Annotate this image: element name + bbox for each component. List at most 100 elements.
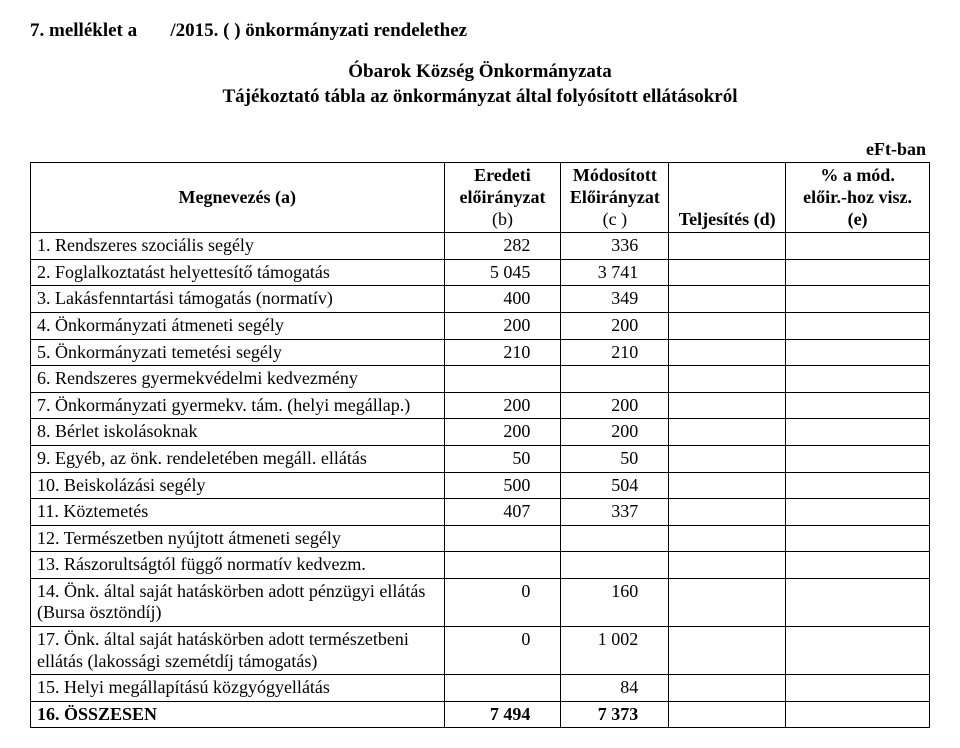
row-e [786, 627, 930, 675]
row-e [786, 419, 930, 446]
row-d [669, 312, 786, 339]
pre-text: 7. melléklet a [30, 20, 137, 41]
row-label: 1. Rendszeres szociális segély [31, 233, 445, 260]
table-row: 5. Önkormányzati temetési segély210210 [31, 339, 930, 366]
col-e-text2: előir.-hoz visz. (e) [792, 187, 923, 230]
mid-text: /2015. ( ) önkormányzati rendelethez [170, 20, 467, 41]
row-e [786, 312, 930, 339]
table-row: 4. Önkormányzati átmeneti segély200200 [31, 312, 930, 339]
row-b: 0 [444, 578, 561, 626]
col-a-text: Megnevezés (a) [179, 187, 296, 207]
row-e [786, 286, 930, 313]
table-row: 7. Önkormányzati gyermekv. tám. (helyi m… [31, 392, 930, 419]
row-c: 200 [561, 392, 669, 419]
row-label: 2. Foglalkoztatást helyettesítő támogatá… [31, 259, 445, 286]
col-c-text1: Módosított [573, 165, 657, 185]
row-c: 50 [561, 445, 669, 472]
row-e [786, 552, 930, 579]
row-b [444, 366, 561, 393]
row-d [669, 339, 786, 366]
row-label: 12. Természetben nyújtott átmeneti segél… [31, 525, 445, 552]
row-c: 3 741 [561, 259, 669, 286]
row-b: 200 [444, 419, 561, 446]
col-b-text2: (b) [451, 209, 555, 231]
row-label: 5. Önkormányzati temetési segély [31, 339, 445, 366]
table-row: 17. Önk. által saját hatáskörben adott t… [31, 627, 930, 675]
row-label: 6. Rendszeres gyermekvédelmi kedvezmény [31, 366, 445, 393]
table-row: 2. Foglalkoztatást helyettesítő támogatá… [31, 259, 930, 286]
table-row: 1. Rendszeres szociális segély282336 [31, 233, 930, 260]
row-b: 50 [444, 445, 561, 472]
row-label: 13. Rászorultságtól függő normatív kedve… [31, 552, 445, 579]
row-b: 400 [444, 286, 561, 313]
row-b: 282 [444, 233, 561, 260]
table-row: 15. Helyi megállapítású közgyógyellátás 8… [31, 675, 930, 702]
total-row: 16. ÖSSZESEN7 4947 373 [31, 701, 930, 728]
table-row: 9. Egyéb, az önk. rendeletében megáll. e… [31, 445, 930, 472]
row-label: 7. Önkormányzati gyermekv. tám. (helyi m… [31, 392, 445, 419]
table-row: 8. Bérlet iskolásoknak200200 [31, 419, 930, 446]
row-d [669, 286, 786, 313]
col-e-header: % a mód. előir.-hoz visz. (e) [786, 163, 930, 233]
row-c: 200 [561, 312, 669, 339]
row-e [786, 499, 930, 526]
row-b: 5 045 [444, 259, 561, 286]
col-b-text1: Eredeti előirányzat [459, 165, 545, 207]
row-d [669, 578, 786, 626]
table-row: 13. Rászorultságtól függő normatív kedve… [31, 552, 930, 579]
row-label: 14. Önk. által saját hatáskörben adott p… [31, 578, 445, 626]
row-d [669, 472, 786, 499]
total-e [786, 701, 930, 728]
total-c: 7 373 [561, 701, 669, 728]
row-d [669, 392, 786, 419]
title-block: Óbarok Község Önkormányzata Tájékoztató … [30, 60, 930, 109]
row-label: 17. Önk. által saját hatáskörben adott t… [31, 627, 445, 675]
row-e [786, 392, 930, 419]
row-c: 84 [561, 675, 669, 702]
row-d [669, 525, 786, 552]
data-table: Megnevezés (a) Eredeti előirányzat (b) M… [30, 162, 930, 728]
total-d [669, 701, 786, 728]
row-label: 9. Egyéb, az önk. rendeletében megáll. e… [31, 445, 445, 472]
row-b: 500 [444, 472, 561, 499]
row-d [669, 366, 786, 393]
row-d [669, 233, 786, 260]
row-d [669, 419, 786, 446]
total-b: 7 494 [444, 701, 561, 728]
header-row: Megnevezés (a) Eredeti előirányzat (b) M… [31, 163, 930, 233]
row-b [444, 552, 561, 579]
row-e [786, 366, 930, 393]
row-c [561, 525, 669, 552]
row-b: 407 [444, 499, 561, 526]
row-e [786, 233, 930, 260]
col-c-text2: Előirányzat [567, 187, 662, 209]
row-d [669, 675, 786, 702]
row-e [786, 339, 930, 366]
table-row: 12. Természetben nyújtott átmeneti segél… [31, 525, 930, 552]
col-d-header: Teljesítés (d) [669, 163, 786, 233]
col-a-header: Megnevezés (a) [31, 163, 445, 233]
total-label: 16. ÖSSZESEN [31, 701, 445, 728]
table-row: 14. Önk. által saját hatáskörben adott p… [31, 578, 930, 626]
row-c: 336 [561, 233, 669, 260]
attachment-line: 7. melléklet a /2015. ( ) önkormányzati … [30, 20, 930, 42]
col-e-text1: % a mód. [820, 165, 895, 185]
table-row: 11. Köztemetés407337 [31, 499, 930, 526]
row-d [669, 499, 786, 526]
row-b: 200 [444, 392, 561, 419]
row-e [786, 445, 930, 472]
unit-label: eFt-ban [30, 139, 930, 160]
row-label: 8. Bérlet iskolásoknak [31, 419, 445, 446]
row-c [561, 552, 669, 579]
row-label: 15. Helyi megállapítású közgyógyellátás [31, 675, 445, 702]
row-e [786, 525, 930, 552]
row-c: 337 [561, 499, 669, 526]
row-label: 4. Önkormányzati átmeneti segély [31, 312, 445, 339]
row-label: 10. Beiskolázási segély [31, 472, 445, 499]
row-d [669, 627, 786, 675]
row-label: 11. Köztemetés [31, 499, 445, 526]
row-d [669, 259, 786, 286]
row-e [786, 675, 930, 702]
title-line1: Óbarok Község Önkormányzata [30, 60, 930, 85]
col-c-header: Módosított Előirányzat (c ) [561, 163, 669, 233]
